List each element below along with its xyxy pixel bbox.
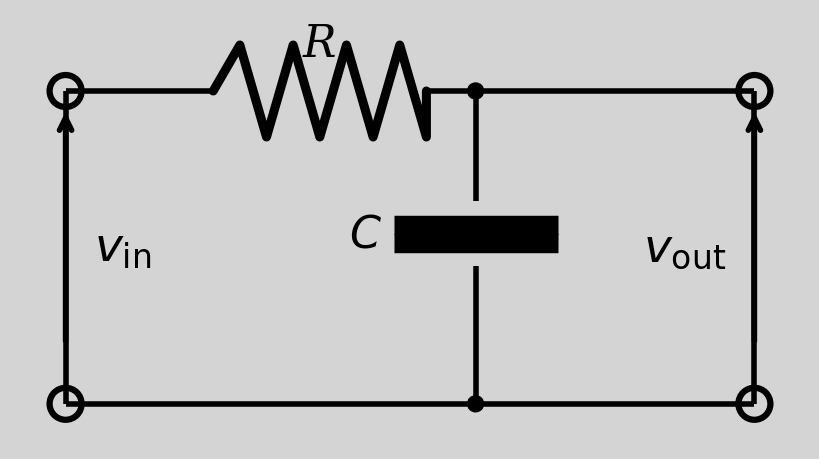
Circle shape bbox=[467, 396, 483, 412]
Text: $v_{\mathrm{in}}$: $v_{\mathrm{in}}$ bbox=[93, 225, 151, 270]
Circle shape bbox=[467, 84, 483, 100]
Text: R: R bbox=[303, 22, 336, 66]
Text: $v_{\mathrm{out}}$: $v_{\mathrm{out}}$ bbox=[642, 225, 726, 270]
Text: $\mathit{C}$: $\mathit{C}$ bbox=[348, 213, 381, 256]
